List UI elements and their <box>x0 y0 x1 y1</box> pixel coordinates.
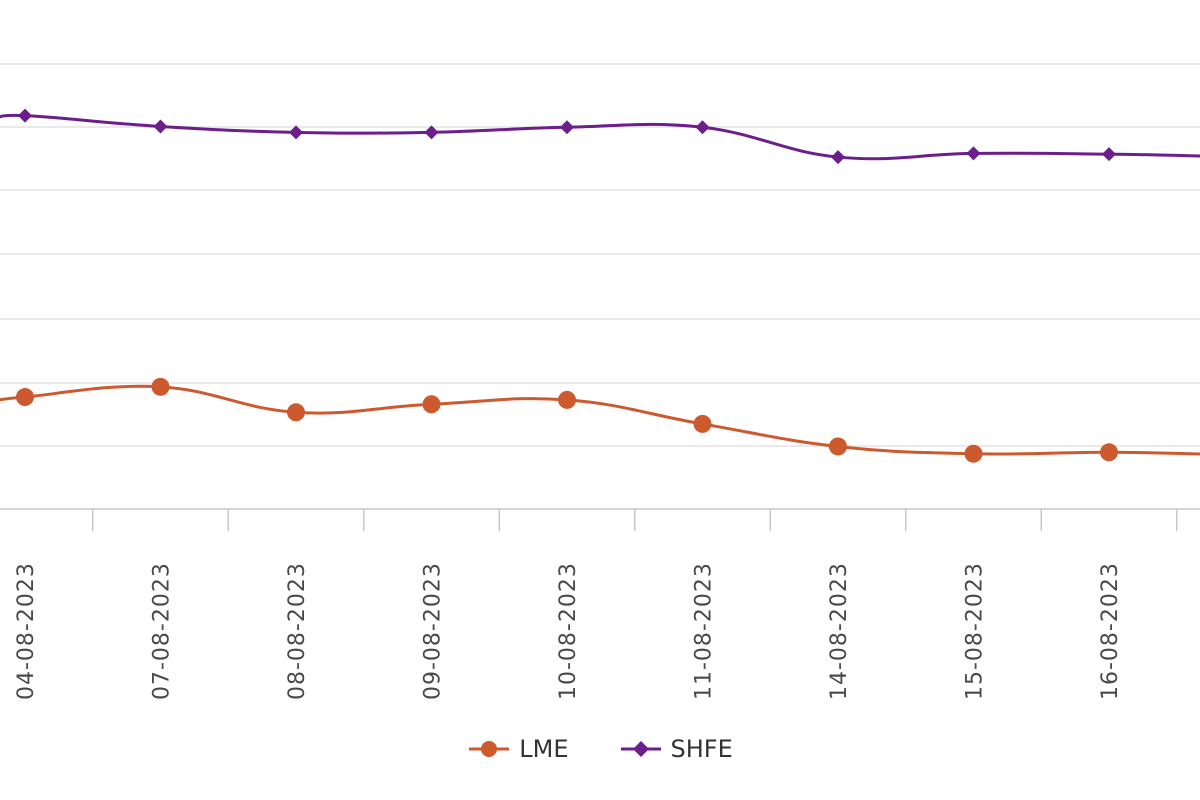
series-layer <box>0 108 1200 463</box>
x-tick-label: 14-08-2023 <box>827 562 852 700</box>
data-point-shfe <box>966 146 981 161</box>
x-tick-label: 10-08-2023 <box>556 562 581 700</box>
data-point-shfe <box>831 150 845 165</box>
series-line-lme <box>0 384 1200 456</box>
x-tick-label: 11-08-2023 <box>692 562 717 700</box>
x-tick-label: 15-08-2023 <box>963 562 988 700</box>
series-shfe <box>0 108 1200 165</box>
data-point-lme <box>16 388 34 407</box>
legend-label-shfe: SHFE <box>670 735 733 763</box>
legend-item-lme[interactable]: LME <box>467 735 569 763</box>
legend: LME SHFE <box>0 735 1200 763</box>
x-tick-label: 07-08-2023 <box>150 562 175 700</box>
x-tick-label: 04-08-2023 <box>14 562 39 700</box>
data-point-lme <box>151 377 170 396</box>
data-point-lme <box>964 444 983 463</box>
grid-lines <box>0 63 1200 447</box>
series-line-shfe <box>0 113 1200 161</box>
x-tick-label: 08-08-2023 <box>285 562 310 700</box>
data-point-lme <box>558 390 576 409</box>
x-tick-label: 16-08-2023 <box>1098 562 1123 700</box>
data-point-lme <box>422 395 441 414</box>
data-point-shfe <box>289 125 303 140</box>
x-tick-label: 09-08-2023 <box>421 562 446 700</box>
data-point-lme <box>1100 443 1118 462</box>
data-point-shfe <box>1102 147 1116 162</box>
circle-marker-icon <box>469 741 510 757</box>
data-point-shfe <box>153 119 168 134</box>
data-point-lme <box>693 414 712 433</box>
x-tick-labels: 04-08-2023 07-08-2023 08-08-2023 09-08-2023… <box>14 562 1123 700</box>
data-point-lme <box>829 437 847 456</box>
data-point-shfe <box>424 125 439 140</box>
legend-label-lme: LME <box>519 735 569 763</box>
data-point-shfe <box>695 120 710 135</box>
x-axis <box>0 508 1200 531</box>
data-point-lme <box>287 403 305 422</box>
data-point-shfe <box>18 108 32 123</box>
legend-item-shfe[interactable]: SHFE <box>619 735 733 763</box>
series-lme <box>0 377 1200 463</box>
diamond-marker-icon <box>620 741 661 757</box>
data-point-shfe <box>560 120 574 135</box>
